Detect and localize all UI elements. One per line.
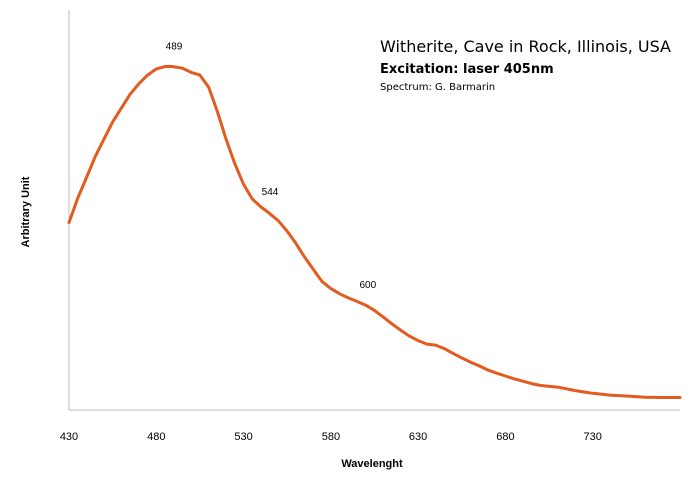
x-tick-label: 630: [409, 431, 427, 443]
chart-title: Witherite, Cave in Rock, Illinois, USA: [380, 37, 671, 56]
peak-label: 600: [359, 280, 376, 291]
series-layer: [67, 65, 682, 399]
peak-label: 544: [262, 187, 279, 198]
x-tick-label: 430: [60, 431, 78, 443]
x-tick-label: 480: [147, 431, 165, 443]
peak-label: 489: [166, 42, 183, 53]
x-tick-label: 580: [322, 431, 340, 443]
peak-annotations: 489 544 600: [166, 42, 377, 292]
y-axis-label: Arbitrary Unit: [20, 176, 32, 247]
x-tick-labels: 430 480 530 580 630 680 730: [60, 431, 602, 443]
chart-credit: Spectrum: G. Barmarin: [380, 82, 495, 93]
emission-spectrum-line: [67, 65, 682, 399]
x-tick-label: 680: [496, 431, 514, 443]
x-axis-label: Wavelenght: [341, 458, 403, 470]
plot-area: 489 544 600: [67, 10, 682, 411]
x-tick-label: 730: [584, 431, 602, 443]
x-tick-label: 530: [234, 431, 252, 443]
chart-subtitle: Excitation: laser 405nm: [380, 62, 554, 77]
